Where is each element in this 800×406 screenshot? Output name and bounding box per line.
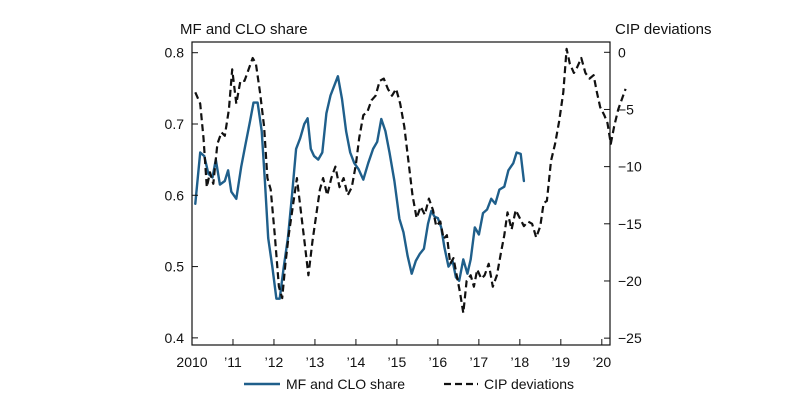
x-tick-label: ’20 xyxy=(592,354,611,370)
right-tick-label: −10 xyxy=(618,159,642,175)
right-tick-label: −5 xyxy=(618,101,634,117)
x-tick-label: ’17 xyxy=(470,354,489,370)
legend-label-cip-deviations: CIP deviations xyxy=(484,376,574,392)
right-axis-title: CIP deviations xyxy=(615,21,711,38)
x-tick-label: ’11 xyxy=(224,354,242,370)
left-tick-label: 0.7 xyxy=(165,116,185,132)
x-tick-label: ’14 xyxy=(347,354,366,370)
right-tick-label: −25 xyxy=(618,330,642,346)
plot-frame xyxy=(191,41,611,346)
legend-label-mf-clo-share: MF and CLO share xyxy=(286,376,405,392)
series-line-cip-deviations xyxy=(194,47,627,315)
x-tick-label: ’13 xyxy=(306,354,325,370)
series-layer xyxy=(194,47,627,315)
x-tick-label: ’15 xyxy=(388,354,407,370)
legend: MF and CLO share CIP deviations xyxy=(244,376,574,392)
left-tick-label: 0.6 xyxy=(165,187,185,203)
x-tick-label: ’18 xyxy=(510,354,529,370)
series-line-mf-clo-share xyxy=(194,74,526,300)
left-tick-label: 0.4 xyxy=(165,330,185,346)
left-tick-label: 0.5 xyxy=(165,259,185,275)
right-tick-label: −15 xyxy=(618,216,642,232)
x-tick-label: ’19 xyxy=(551,354,570,370)
right-tick-label: 0 xyxy=(618,44,626,60)
ticks-layer: 2010 ’11 ’12 ’13 ’14 ’15 ’16 ’17 ’18 ’19 ’20 0.4 0.5… xyxy=(165,44,642,370)
right-tick-label: −20 xyxy=(618,273,642,289)
x-tick-label: ’16 xyxy=(429,354,448,370)
left-tick-label: 0.8 xyxy=(165,45,185,61)
plot-border xyxy=(191,41,611,346)
x-tick-label: ’12 xyxy=(265,354,284,370)
x-tick-label: 2010 xyxy=(176,354,207,370)
left-axis-title: MF and CLO share xyxy=(180,21,308,38)
